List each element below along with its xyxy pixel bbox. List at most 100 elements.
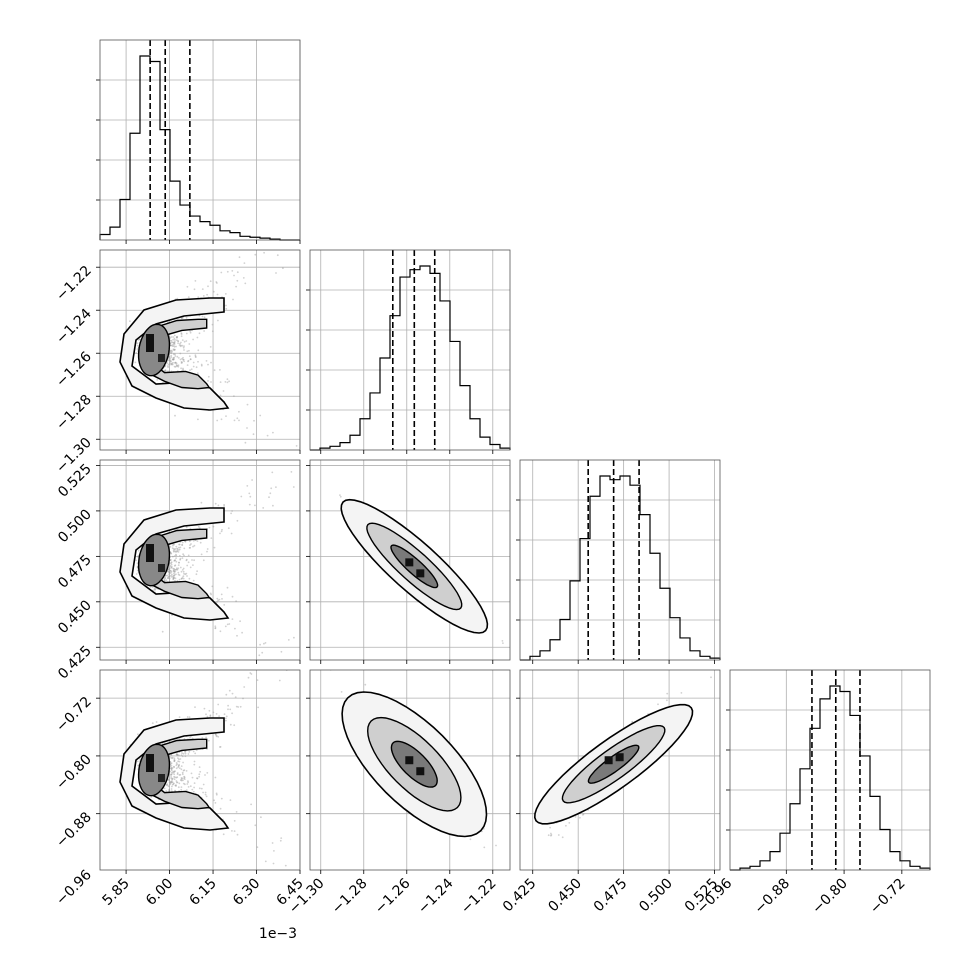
scatter-point: [181, 752, 183, 754]
scatter-point: [222, 390, 225, 392]
scatter-point: [173, 771, 175, 773]
scatter-point: [171, 779, 174, 781]
scatter-2-0-frame: [99, 459, 301, 661]
scatter-point: [172, 577, 175, 580]
scatter-point: [204, 774, 206, 776]
scatter-point: [173, 548, 176, 551]
scatter-point: [169, 351, 172, 353]
scatter-point: [234, 627, 236, 630]
scatter-point: [172, 548, 175, 550]
scatter-point: [206, 293, 209, 296]
scatter-point: [170, 360, 172, 363]
scatter-point: [177, 357, 180, 359]
scatter-point: [173, 342, 176, 344]
scatter-point: [170, 567, 173, 569]
scatter-point: [180, 362, 183, 364]
scatter-point: [182, 358, 185, 361]
scatter-point: [187, 786, 190, 788]
scatter-point: [248, 503, 251, 506]
scatter-point: [188, 355, 191, 358]
scatter-point: [269, 492, 272, 495]
scatter-point: [219, 381, 222, 383]
scatter-point: [213, 546, 216, 549]
scatter-point: [182, 570, 185, 573]
scatter-point: [156, 379, 159, 381]
scatter-point: [235, 600, 238, 603]
scatter-point: [170, 769, 173, 772]
scatter-point: [177, 571, 180, 574]
scatter-point: [169, 559, 172, 562]
scatter-point: [167, 366, 170, 368]
scatter-point: [180, 779, 183, 782]
scatter-point: [172, 569, 175, 572]
scatter-point: [174, 361, 177, 364]
scatter-point: [165, 790, 168, 792]
scatter-point: [135, 573, 138, 575]
hist-panel-0: [96, 39, 301, 244]
hist-panel-1: [306, 249, 511, 454]
scatter-point: [231, 692, 234, 695]
scatter-point: [178, 543, 180, 546]
scatter-point: [183, 778, 186, 780]
scatter-point: [216, 293, 219, 296]
scatter-point: [172, 348, 175, 351]
scatter-point: [223, 503, 226, 506]
scatter-point: [214, 627, 217, 629]
scatter-point: [169, 763, 172, 765]
scatter-point: [217, 319, 219, 322]
scatter-point: [169, 337, 172, 339]
scatter-point: [181, 541, 184, 544]
scatter-point: [172, 576, 175, 579]
scatter-point: [220, 593, 223, 596]
scatter-point: [168, 356, 171, 358]
scatter-point: [169, 357, 172, 360]
scatter-point: [257, 706, 259, 709]
scatter-point: [170, 363, 173, 366]
scatter-point: [194, 706, 196, 708]
scatter-point: [174, 789, 176, 792]
scatter-point: [164, 574, 167, 577]
scatter-point: [178, 764, 180, 767]
scatter-point: [175, 557, 178, 559]
scatter-point: [174, 550, 177, 553]
scatter-point: [164, 577, 166, 579]
scatter-point: [137, 733, 139, 736]
scatter-point: [189, 544, 191, 546]
scatter-point: [164, 369, 167, 371]
scatter-point: [174, 559, 176, 562]
scatter-point: [340, 691, 343, 693]
scatter-point: [184, 783, 186, 786]
scatter-3-1-frame: [309, 669, 511, 871]
scatter-point: [271, 471, 274, 474]
scatter-point: [216, 601, 219, 603]
scatter-point: [164, 369, 167, 372]
scatter-point: [254, 824, 257, 827]
scatter-point: [136, 555, 139, 558]
scatter-point: [279, 839, 282, 842]
scatter-point: [179, 358, 182, 361]
scatter-point: [207, 380, 209, 382]
scatter-point: [169, 564, 172, 567]
density-peak: [146, 544, 154, 562]
scatter-point: [136, 342, 139, 345]
scatter-point: [171, 566, 173, 568]
scatter-point: [262, 507, 265, 509]
hist-2-steps: [520, 475, 721, 661]
scatter-point: [173, 568, 176, 571]
scatter-point: [163, 787, 166, 790]
scatter-point: [175, 365, 178, 368]
scatter-point: [174, 579, 176, 582]
scatter-point: [184, 755, 187, 758]
scatter-point: [214, 733, 217, 736]
scatter-point: [187, 753, 190, 755]
scatter-point: [171, 783, 174, 786]
scatter-point: [177, 760, 180, 763]
scatter-point: [202, 783, 205, 786]
scatter-point: [190, 543, 192, 545]
scatter-point: [214, 802, 217, 804]
scatter-point: [171, 547, 174, 550]
scatter-point: [218, 715, 221, 717]
scatter-point: [196, 372, 199, 374]
scatter-point: [182, 356, 184, 359]
